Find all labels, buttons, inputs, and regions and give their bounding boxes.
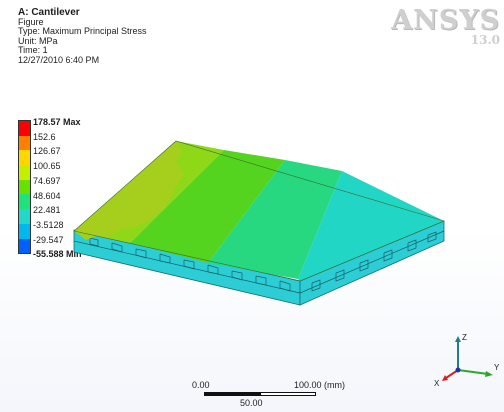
logo-brand: ANSYS <box>391 5 500 36</box>
legend-swatch <box>19 209 30 224</box>
legend-label: 22.481 <box>33 205 61 216</box>
legend-label: 74.697 <box>33 175 61 186</box>
x-axis-label: X <box>434 379 440 388</box>
result-info-panel: A: Cantilever Figure Type: Maximum Princ… <box>18 8 147 66</box>
ansys-logo: ANSYS 13.0 <box>391 5 500 47</box>
scale-bar-light-segment <box>260 392 316 396</box>
legend-max-label: 178.57 Max <box>33 117 81 127</box>
result-type: Type: Maximum Principal Stress <box>18 26 147 37</box>
scale-bar-dark-segment <box>204 392 260 396</box>
legend-swatch <box>19 150 30 166</box>
result-time: Time: 1 <box>18 45 48 56</box>
result-timestamp: 12/27/2010 6:40 PM <box>18 54 100 65</box>
legend-color-bar <box>18 120 31 255</box>
plate-top-band-3 <box>208 160 342 279</box>
x-axis-arrow-icon <box>442 375 448 381</box>
y-axis-icon <box>457 369 489 375</box>
legend-label: -3.5128 <box>33 219 64 230</box>
plate-top-band-2 <box>130 150 285 263</box>
legend-swatch <box>19 223 30 239</box>
z-axis-arrow-icon <box>455 336 461 342</box>
legend-swatch <box>19 165 30 180</box>
scale-mid-label: 50.00 <box>240 398 263 408</box>
z-axis-label: Z <box>462 333 467 342</box>
legend-swatch <box>19 121 30 136</box>
plate-top-outline <box>73 140 445 282</box>
legend-swatch <box>19 194 30 210</box>
scale-end-label: 100.00 (mm) <box>294 380 346 390</box>
plate-top-band-4 <box>298 171 444 281</box>
triad-origin-icon <box>455 367 461 373</box>
y-axis-arrow-icon <box>485 371 493 377</box>
sandwich-core-cells <box>73 230 445 294</box>
legend-swatch <box>19 238 30 254</box>
legend-label: 152.6 <box>33 131 56 142</box>
legend-label: -29.547 <box>33 234 64 245</box>
scale-start-label: 0.00 <box>192 380 210 390</box>
scale-ruler: 0.00 100.00 (mm) 50.00 <box>190 378 345 408</box>
legend-label: 100.65 <box>33 161 61 172</box>
legend-min-label: -55.588 Min <box>33 249 82 260</box>
legend-label: 126.67 <box>33 146 61 157</box>
plate-fixed-end-region <box>74 141 184 240</box>
legend-label: 48.604 <box>33 190 61 201</box>
legend-swatch <box>19 179 30 195</box>
logo-version: 13.0 <box>470 33 500 47</box>
result-unit: Unit: MPa <box>18 35 58 46</box>
y-axis-label: Y <box>494 363 500 372</box>
legend-swatch <box>19 135 30 151</box>
coordinate-triad[interactable]: Z Y X <box>432 330 502 390</box>
figure-label: Figure <box>18 16 44 27</box>
analysis-title: A: Cantilever <box>18 7 80 18</box>
